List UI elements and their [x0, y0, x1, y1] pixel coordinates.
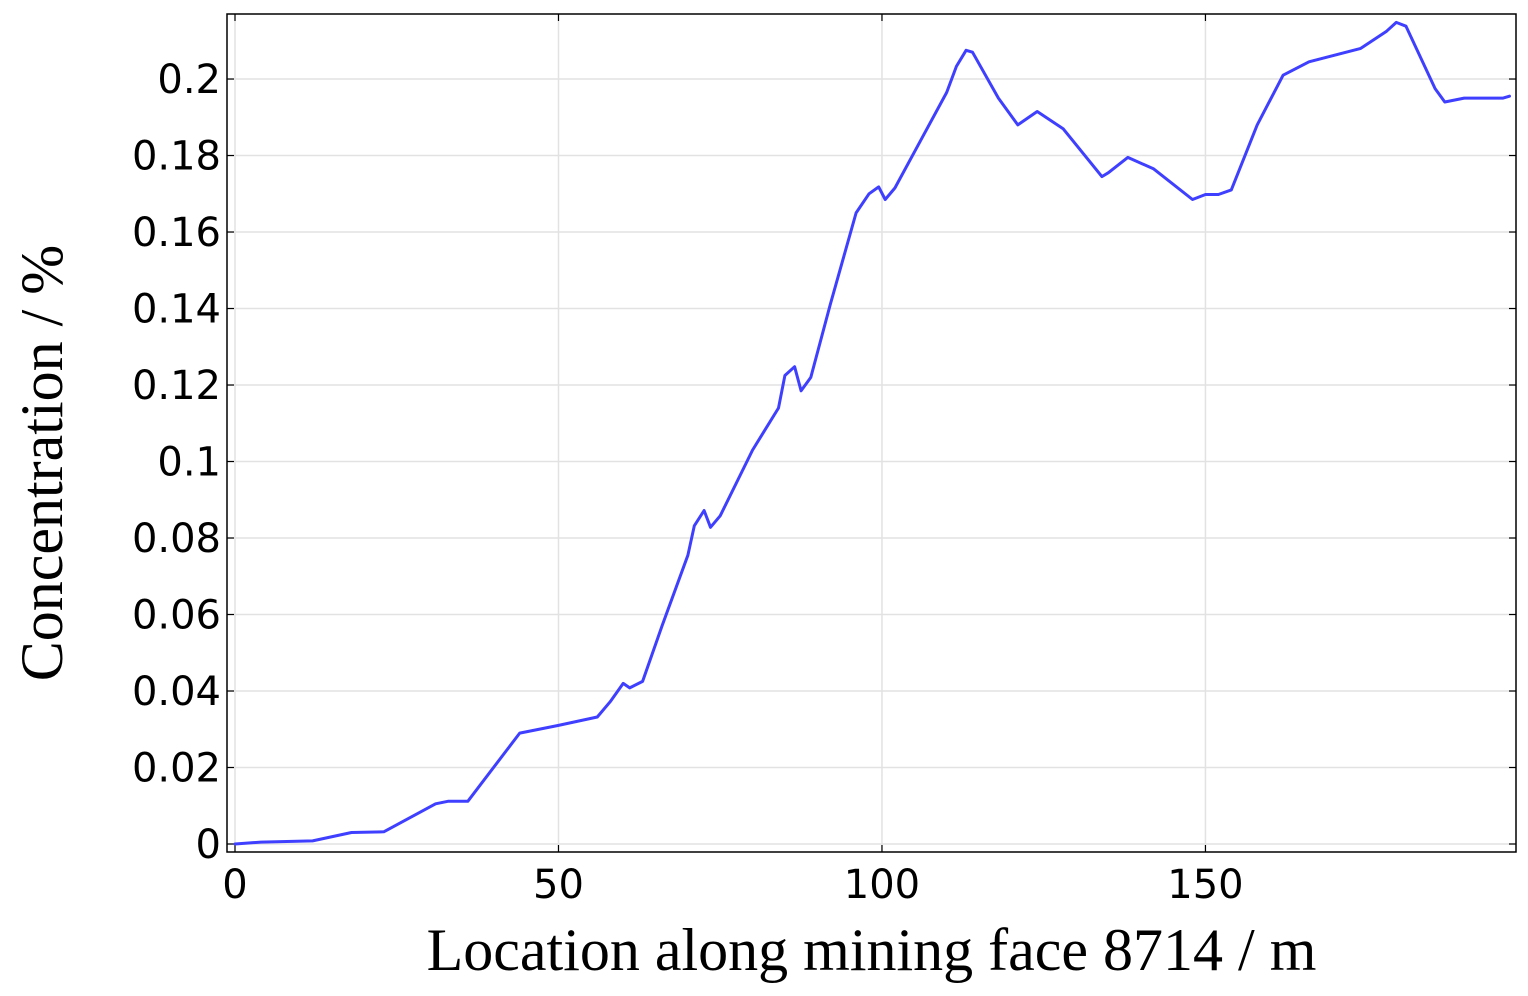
y-tick-label: 0.08: [132, 516, 221, 562]
y-tick-label: 0.12: [132, 363, 221, 409]
y-tick-label: 0.1: [157, 440, 221, 486]
y-tick-label: 0.16: [132, 210, 221, 256]
y-tick-label: 0.18: [132, 134, 221, 180]
y-tick-label: 0.2: [157, 57, 221, 103]
y-tick-label: 0: [196, 822, 221, 868]
x-tick-label: 100: [844, 862, 920, 908]
y-tick-label: 0.14: [132, 287, 221, 333]
x-tick-labels: 0 50 100 150: [222, 862, 1243, 908]
y-tick-label: 0.02: [132, 746, 221, 792]
series-line: [233, 20, 1511, 846]
tick-marks: [227, 14, 1516, 852]
y-axis-title: Concentration / %: [9, 245, 75, 682]
grid: [227, 14, 1516, 852]
x-tick-label: 150: [1167, 862, 1243, 908]
y-tick-labels: 0 0.02 0.04 0.06 0.08 0.1 0.12 0.14 0.16 0.18 0.2: [132, 57, 221, 868]
x-tick-label: 50: [533, 862, 584, 908]
plot-frame: [226, 13, 1517, 853]
y-tick-label: 0.06: [132, 593, 221, 639]
x-axis-title: Location along mining face 8714 / m: [427, 917, 1317, 983]
y-tick-label: 0.04: [132, 669, 221, 715]
x-tick-label: 0: [222, 862, 247, 908]
